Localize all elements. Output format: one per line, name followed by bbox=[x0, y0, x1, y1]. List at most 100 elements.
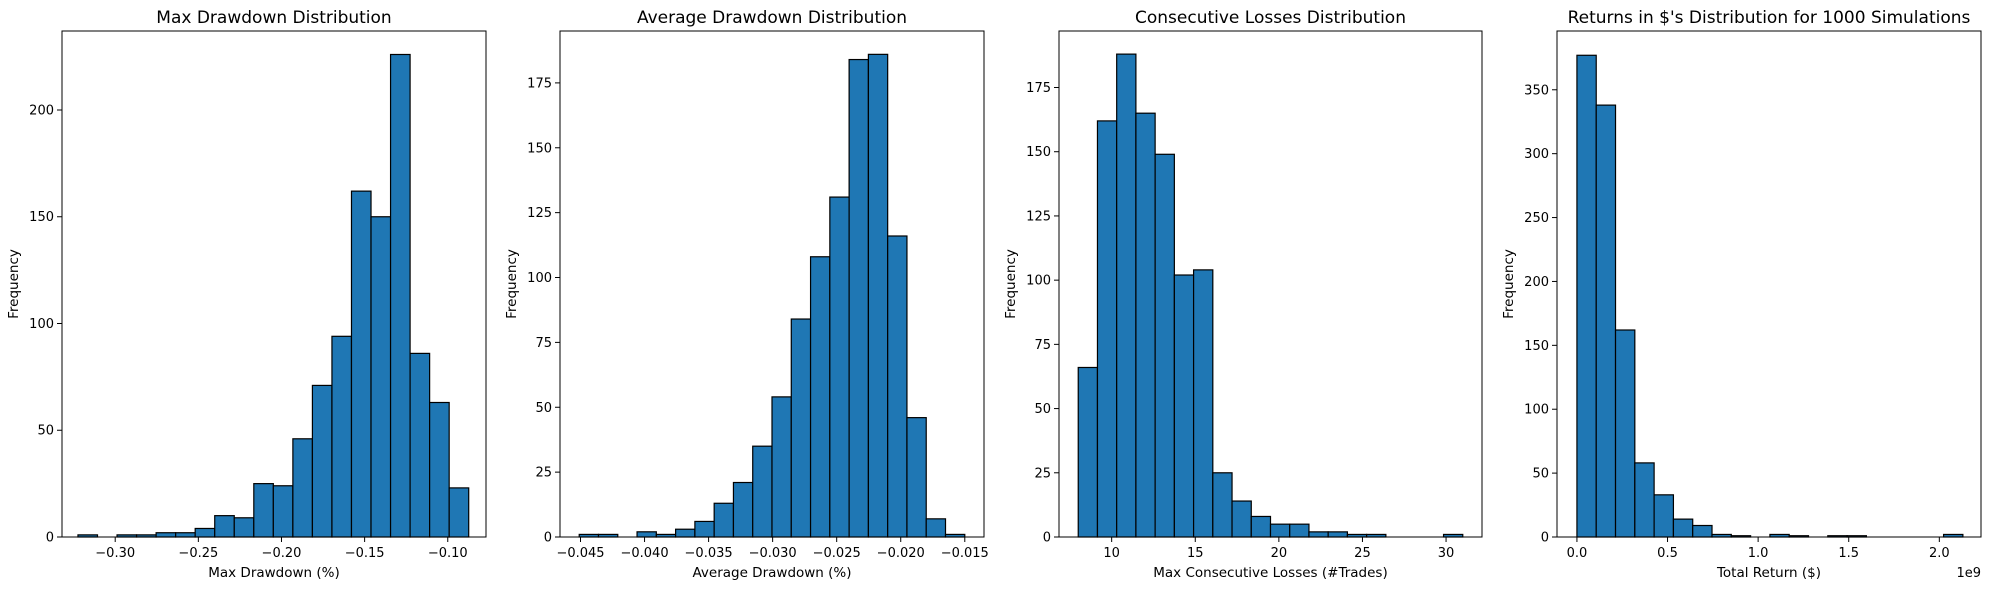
histogram-bar bbox=[253, 483, 274, 538]
histogram-bar bbox=[429, 401, 450, 538]
axes-frame bbox=[1556, 30, 1982, 538]
x-tick-label: 15 bbox=[1187, 546, 1204, 561]
y-tick-label: 50 bbox=[1034, 402, 1051, 417]
x-tick-label: 2.0 bbox=[1929, 546, 1950, 561]
y-tick-label: 200 bbox=[29, 103, 54, 118]
histogram-bar bbox=[272, 485, 294, 538]
y-tick-label: 75 bbox=[1034, 338, 1051, 353]
y-tick-label: 200 bbox=[1524, 275, 1549, 290]
histogram-bar bbox=[175, 532, 196, 538]
x-tick-label: −0.30 bbox=[95, 546, 135, 561]
histogram-bar bbox=[771, 396, 792, 538]
histogram-bar bbox=[194, 527, 216, 538]
histogram-bar bbox=[1116, 53, 1137, 538]
histogram-bar bbox=[1634, 462, 1655, 538]
histogram-bar bbox=[790, 318, 812, 538]
histogram-bar bbox=[448, 487, 470, 538]
x-tick-label: −0.045 bbox=[556, 546, 604, 561]
x-tick-label: 0.0 bbox=[1567, 546, 1588, 561]
histogram-bar bbox=[1154, 153, 1175, 538]
y-tick-label: 250 bbox=[1524, 211, 1549, 226]
histogram-bar bbox=[809, 256, 831, 538]
y-tick-label: 25 bbox=[1034, 466, 1051, 481]
axes-frame bbox=[61, 30, 487, 538]
y-tick-label: 150 bbox=[29, 210, 54, 225]
y-tick-label: 0 bbox=[1541, 531, 1549, 546]
histogram-panel-3: 10 15 20 25 30 0 25 50 75 100 125 150 175 Consecutive… bbox=[1003, 8, 1483, 581]
y-tick-label: 75 bbox=[535, 336, 552, 351]
axis-multiplier: 1e9 bbox=[1956, 566, 1981, 581]
histogram-bar bbox=[1327, 531, 1349, 538]
x-tick-label: 10 bbox=[1103, 546, 1120, 561]
x-tick-label: −0.25 bbox=[178, 546, 218, 561]
y-axis-label: Frequency bbox=[504, 249, 520, 319]
chart-title: Average Drawdown Distribution bbox=[637, 8, 907, 28]
histogram-bar bbox=[1289, 523, 1310, 538]
histogram-bar bbox=[370, 216, 392, 538]
x-axis-label: Max Consecutive Losses (#Trades) bbox=[1153, 565, 1387, 581]
histogram-bar bbox=[1653, 494, 1675, 538]
histogram-bar bbox=[1614, 329, 1636, 538]
histogram-bar bbox=[1231, 500, 1252, 538]
y-tick-label: 300 bbox=[1524, 147, 1549, 162]
histogram-bar bbox=[848, 58, 869, 538]
y-axis-label: Frequency bbox=[1003, 249, 1019, 319]
histogram-bar bbox=[389, 53, 411, 538]
histogram-bar bbox=[1672, 518, 1694, 538]
x-tick-label: −0.025 bbox=[813, 546, 861, 561]
x-tick-label: 1.5 bbox=[1838, 546, 1859, 561]
y-tick-label: 150 bbox=[1524, 339, 1549, 354]
histogram-panel-1: −0.30 −0.25 −0.20 −0.15 −0.10 0 50 100 150 200 Max… bbox=[6, 8, 487, 581]
y-tick-label: 150 bbox=[527, 141, 552, 156]
histogram-bar bbox=[1308, 531, 1329, 538]
histogram-bar bbox=[925, 518, 947, 538]
x-axis-label: Max Drawdown (%) bbox=[208, 565, 340, 581]
histogram-bar bbox=[675, 528, 696, 538]
histogram-bar bbox=[1250, 515, 1272, 538]
histogram-bar bbox=[311, 384, 333, 538]
y-tick-label: 25 bbox=[535, 466, 552, 481]
y-tick-label: 50 bbox=[1532, 467, 1549, 482]
x-tick-label: −0.035 bbox=[685, 546, 733, 561]
y-tick-label: 0 bbox=[1043, 531, 1051, 546]
y-tick-label: 350 bbox=[1524, 83, 1549, 98]
histogram-bar bbox=[1096, 120, 1118, 538]
histogram-bar bbox=[292, 438, 314, 538]
histogram-bar bbox=[713, 502, 735, 538]
x-tick-label: −0.20 bbox=[262, 546, 302, 561]
x-tick-label: 1.0 bbox=[1748, 546, 1769, 561]
y-tick-label: 100 bbox=[29, 317, 54, 332]
y-tick-label: 100 bbox=[527, 271, 552, 286]
y-axis-label: Frequency bbox=[6, 249, 22, 319]
x-tick-label: −0.040 bbox=[620, 546, 668, 561]
histogram-bar bbox=[752, 445, 773, 538]
chart-title: Returns in $'s Distribution for 1000 Sim… bbox=[1568, 8, 1971, 28]
y-tick-label: 0 bbox=[544, 531, 552, 546]
histogram-bar bbox=[1576, 54, 1597, 538]
y-tick-label: 50 bbox=[535, 401, 552, 416]
axes-frame bbox=[1058, 30, 1483, 538]
histogram-bar bbox=[867, 53, 889, 538]
y-tick-label: 50 bbox=[37, 424, 54, 439]
histogram-bar bbox=[1077, 366, 1099, 538]
y-tick-label: 175 bbox=[527, 76, 552, 91]
x-tick-label: 0.5 bbox=[1657, 546, 1678, 561]
histogram-bar bbox=[409, 352, 431, 538]
histogram-bar bbox=[1192, 269, 1214, 538]
chart-title: Max Drawdown Distribution bbox=[156, 8, 391, 28]
axes-frame bbox=[559, 30, 985, 538]
x-tick-label: 25 bbox=[1354, 546, 1371, 561]
histogram-bar bbox=[636, 531, 657, 538]
y-tick-label: 100 bbox=[1026, 274, 1051, 289]
histogram-bar bbox=[350, 190, 372, 538]
x-tick-label: −0.15 bbox=[345, 546, 385, 561]
x-axis-label: Average Drawdown (%) bbox=[692, 565, 851, 581]
x-tick-label: 20 bbox=[1271, 546, 1288, 561]
histogram-bar bbox=[694, 520, 715, 538]
histogram-bar bbox=[331, 335, 353, 538]
x-tick-label: −0.015 bbox=[941, 546, 989, 561]
x-axis-label: Total Return ($) bbox=[1716, 565, 1821, 581]
y-axis-label: Frequency bbox=[1501, 249, 1517, 319]
histogram-bar bbox=[732, 481, 754, 538]
x-tick-label: −0.020 bbox=[877, 546, 925, 561]
